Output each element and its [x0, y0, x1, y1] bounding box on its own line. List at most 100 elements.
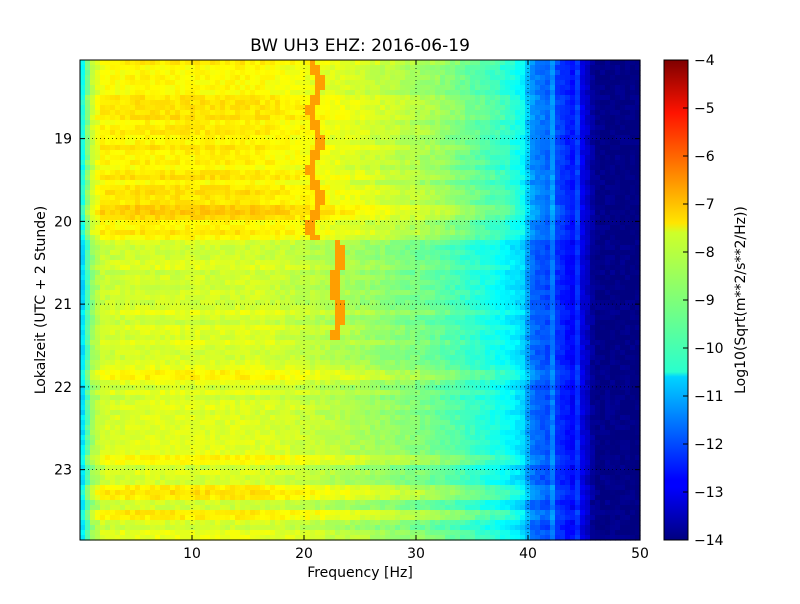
- heatmap-cell: [300, 185, 306, 191]
- heatmap-cell: [230, 100, 236, 106]
- heatmap-cell: [260, 235, 266, 241]
- heatmap-cell: [595, 80, 601, 86]
- heatmap-cell: [310, 65, 316, 71]
- heatmap-cell: [440, 230, 446, 236]
- heatmap-cell: [110, 265, 116, 271]
- heatmap-cell: [260, 195, 266, 201]
- heatmap-cell: [145, 125, 151, 131]
- heatmap-cell: [90, 160, 96, 166]
- heatmap-cell: [470, 140, 476, 146]
- heatmap-cell: [290, 205, 296, 211]
- heatmap-cell: [525, 155, 531, 161]
- heatmap-cell: [370, 215, 376, 221]
- heatmap-cell: [620, 215, 626, 221]
- heatmap-cell: [240, 60, 246, 66]
- heatmap-cell: [390, 105, 396, 111]
- heatmap-cell: [340, 125, 346, 131]
- heatmap-cell: [560, 225, 566, 231]
- heatmap-cell: [475, 185, 481, 191]
- heatmap-cell: [300, 130, 306, 136]
- heatmap-cell: [195, 80, 201, 86]
- heatmap-cell: [150, 135, 156, 141]
- heatmap-cell: [220, 135, 226, 141]
- heatmap-cell: [325, 115, 331, 121]
- heatmap-cell: [470, 65, 476, 71]
- heatmap-cell: [190, 65, 196, 71]
- heatmap-cell: [545, 95, 551, 101]
- heatmap-cell: [270, 255, 276, 261]
- heatmap-cell: [245, 165, 251, 171]
- heatmap-cell: [620, 275, 626, 281]
- heatmap-cell: [125, 175, 131, 181]
- heatmap-cell: [620, 140, 626, 146]
- heatmap-cell: [195, 235, 201, 241]
- heatmap-cell: [220, 140, 226, 146]
- heatmap-cell: [405, 170, 411, 176]
- heatmap-cell: [425, 170, 431, 176]
- heatmap-cell: [440, 260, 446, 266]
- heatmap-cell: [505, 140, 511, 146]
- heatmap-cell: [120, 125, 126, 131]
- heatmap-cell: [185, 215, 191, 221]
- heatmap-cell: [510, 140, 516, 146]
- heatmap-cell: [470, 265, 476, 271]
- heatmap-cell: [145, 180, 151, 186]
- heatmap-cell: [635, 265, 641, 271]
- heatmap-cell: [290, 95, 296, 101]
- heatmap-cell: [305, 205, 311, 211]
- heatmap-cell: [190, 235, 196, 241]
- heatmap-cell: [310, 150, 316, 156]
- heatmap-cell: [385, 265, 391, 271]
- heatmap-cell: [310, 205, 316, 211]
- heatmap-cell: [85, 185, 91, 191]
- heatmap-cell: [520, 70, 526, 76]
- heatmap-cell: [620, 60, 626, 66]
- heatmap-cell: [345, 265, 351, 271]
- heatmap-cell: [215, 140, 221, 146]
- heatmap-cell: [390, 70, 396, 76]
- heatmap-cell: [475, 255, 481, 261]
- heatmap-cell: [560, 275, 566, 281]
- heatmap-cell: [610, 115, 616, 121]
- heatmap-cell: [575, 80, 581, 86]
- heatmap-cell: [180, 90, 186, 96]
- heatmap-cell: [425, 85, 431, 91]
- heatmap-cell: [285, 145, 291, 151]
- heatmap-cell: [370, 255, 376, 261]
- heatmap-cell: [415, 195, 421, 201]
- heatmap-cell: [85, 75, 91, 81]
- heatmap-cell: [390, 150, 396, 156]
- heatmap-cell: [105, 145, 111, 151]
- heatmap-cell: [465, 230, 471, 236]
- heatmap-cell: [365, 180, 371, 186]
- heatmap-cell: [135, 255, 141, 261]
- heatmap-cell: [515, 65, 521, 71]
- heatmap-cell: [625, 65, 631, 71]
- heatmap-cell: [200, 140, 206, 146]
- heatmap-cell: [625, 115, 631, 121]
- heatmap-cell: [495, 250, 501, 256]
- heatmap-cell: [375, 90, 381, 96]
- heatmap-cell: [610, 215, 616, 221]
- heatmap-cell: [605, 80, 611, 86]
- heatmap-cell: [330, 200, 336, 206]
- heatmap-cell: [425, 140, 431, 146]
- heatmap-cell: [515, 275, 521, 281]
- heatmap-cell: [270, 250, 276, 256]
- heatmap-cell: [475, 210, 481, 216]
- heatmap-cell: [150, 155, 156, 161]
- heatmap-cell: [615, 250, 621, 256]
- heatmap-cell: [475, 120, 481, 126]
- heatmap-cell: [350, 275, 356, 281]
- heatmap-cell: [145, 105, 151, 111]
- heatmap-cell: [590, 60, 596, 66]
- heatmap-cell: [410, 170, 416, 176]
- heatmap-cell: [130, 180, 136, 186]
- heatmap-cell: [580, 115, 586, 121]
- heatmap-cell: [490, 265, 496, 271]
- heatmap-cell: [175, 235, 181, 241]
- heatmap-cell: [185, 130, 191, 136]
- heatmap-cell: [450, 135, 456, 141]
- heatmap-cell: [130, 120, 136, 126]
- heatmap-cell: [380, 225, 386, 231]
